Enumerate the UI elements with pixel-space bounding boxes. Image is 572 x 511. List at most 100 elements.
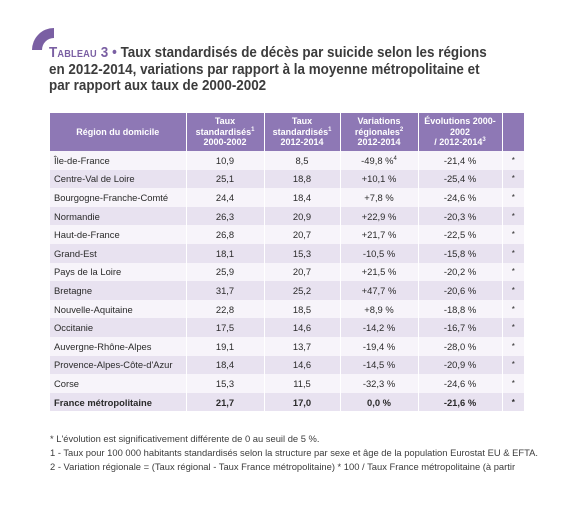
taux-2012-cell: 20,9	[264, 206, 341, 226]
taux-2000-cell: 19,1	[186, 336, 265, 356]
data-table: Région du domicile Taux standardisés1 20…	[50, 113, 524, 412]
significance-mark: *	[502, 281, 524, 300]
table-total-row: France métropolitaine 21,7 17,0 0,0 % -21,6 …	[50, 392, 524, 412]
taux-2012-cell: 20,7	[264, 262, 341, 282]
taux-2000-cell: 15,3	[186, 374, 265, 393]
significance-mark: *	[502, 355, 524, 375]
significance-mark: *	[502, 169, 524, 189]
evolution-cell: -15,8 %	[418, 243, 503, 263]
taux-2012-cell: 18,8	[264, 169, 341, 189]
header-region: Région du domicile	[50, 113, 187, 151]
region-cell: Bourgogne-Franche-Comté	[50, 188, 187, 207]
total-evolution-cell: -21,6 %	[418, 392, 503, 412]
evolution-cell: -20,2 %	[418, 262, 503, 282]
significance-mark: *	[502, 262, 524, 282]
evolution-cell: -25,4 %	[418, 169, 503, 189]
table-title: Tableau 3 • Taux standardisés de décès p…	[49, 45, 491, 95]
table-row: Auvergne-Rhône-Alpes 19,1 13,7 -19,4 % -28,0…	[50, 336, 524, 356]
header-variation: Variations régionales2 2012-2014	[340, 113, 419, 151]
significance-mark: *	[502, 225, 524, 244]
region-cell: Pays de la Loire	[50, 262, 187, 282]
taux-2012-cell: 14,6	[264, 355, 341, 375]
evolution-cell: -18,8 %	[418, 299, 503, 319]
title-bullet: •	[112, 45, 117, 61]
table-row: Bourgogne-Franche-Comté 24,4 18,4 +7,8 % -24…	[50, 188, 524, 207]
significance-mark: *	[502, 243, 524, 263]
region-cell: Normandie	[50, 206, 187, 226]
header-significance	[502, 113, 524, 151]
variation-cell: +7,8 %	[340, 188, 419, 207]
taux-2000-cell: 25,1	[186, 169, 265, 189]
variation-cell: +47,7 %	[340, 281, 419, 300]
significance-mark: *	[502, 336, 524, 356]
variation-cell: +21,5 %	[340, 262, 419, 282]
taux-2000-cell: 18,1	[186, 243, 265, 263]
variation-cell: -19,4 %	[340, 336, 419, 356]
table-row: Corse 15,3 11,5 -32,3 % -24,6 % *	[50, 374, 524, 393]
taux-2000-cell: 24,4	[186, 188, 265, 207]
evolution-cell: -20,9 %	[418, 355, 503, 375]
taux-2012-cell: 14,6	[264, 318, 341, 337]
evolution-cell: -20,6 %	[418, 281, 503, 300]
table-row: Centre-Val de Loire 25,1 18,8 +10,1 % -25,4 …	[50, 169, 524, 189]
region-cell: Île-de-France	[50, 151, 187, 170]
header-evolution: Évolutions 2000-2002 / 2012-20143	[418, 113, 503, 151]
variation-cell: -10,5 %	[340, 243, 419, 263]
table-row: Grand-Est 18,1 15,3 -10,5 % -15,8 % *	[50, 243, 524, 263]
variation-cell: -49,8 %4	[340, 151, 419, 170]
taux-2012-cell: 20,7	[264, 225, 341, 244]
table-row: Pays de la Loire 25,9 20,7 +21,5 % -20,2 % *	[50, 262, 524, 282]
table-row: Provence-Alpes-Côte-d'Azur 18,4 14,6 -14,5 …	[50, 355, 524, 375]
region-cell: Nouvelle-Aquitaine	[50, 299, 187, 319]
table-row: Occitanie 17,5 14,6 -14,2 % -16,7 % *	[50, 318, 524, 337]
taux-2000-cell: 18,4	[186, 355, 265, 375]
table-row: Nouvelle-Aquitaine 22,8 18,5 +8,9 % -18,8 % *	[50, 299, 524, 319]
header-taux-2000: Taux standardisés1 2000-2002	[186, 113, 265, 151]
table-header-row: Région du domicile Taux standardisés1 20…	[50, 113, 524, 151]
taux-2000-cell: 25,9	[186, 262, 265, 282]
total-taux-2012-cell: 17,0	[264, 392, 341, 412]
variation-cell: +21,7 %	[340, 225, 419, 244]
variation-cell: -32,3 %	[340, 374, 419, 393]
variation-cell: +22,9 %	[340, 206, 419, 226]
taux-2000-cell: 26,3	[186, 206, 265, 226]
footnote-2: 2 - Variation régionale = (Taux régional…	[50, 461, 516, 472]
evolution-cell: -24,6 %	[418, 188, 503, 207]
taux-2012-cell: 11,5	[264, 374, 341, 393]
significance-mark: *	[502, 206, 524, 226]
total-significance-mark: *	[502, 392, 524, 412]
region-cell: Auvergne-Rhône-Alpes	[50, 336, 187, 356]
taux-2012-cell: 25,2	[264, 281, 341, 300]
title-line-1: Tableau 3 • Taux standardisés de décès p…	[49, 45, 491, 62]
title-line-3: par rapport aux taux de 2000-2002	[49, 78, 267, 94]
significance-mark: *	[502, 318, 524, 337]
table-row: Bretagne 31,7 25,2 +47,7 % -20,6 % *	[50, 281, 524, 300]
evolution-cell: -22,5 %	[418, 225, 503, 244]
evolution-cell: -16,7 %	[418, 318, 503, 337]
variation-cell: +10,1 %	[340, 169, 419, 189]
significance-mark: *	[502, 151, 524, 170]
evolution-cell: -21,4 %	[418, 151, 503, 170]
taux-2000-cell: 22,8	[186, 299, 265, 319]
taux-2012-cell: 8,5	[264, 151, 341, 170]
region-cell: Provence-Alpes-Côte-d'Azur	[50, 355, 187, 375]
total-region-cell: France métropolitaine	[50, 392, 187, 412]
region-cell: Haut-de-France	[50, 225, 187, 244]
total-taux-2000-cell: 21,7	[186, 392, 265, 412]
variation-cell: -14,2 %	[340, 318, 419, 337]
taux-2012-cell: 15,3	[264, 243, 341, 263]
evolution-cell: -20,3 %	[418, 206, 503, 226]
region-cell: Bretagne	[50, 281, 187, 300]
significance-mark: *	[502, 299, 524, 319]
taux-2012-cell: 13,7	[264, 336, 341, 356]
significance-mark: *	[502, 374, 524, 393]
region-cell: Centre-Val de Loire	[50, 169, 187, 189]
title-line-2: en 2012-2014, variations par rapport à l…	[49, 61, 480, 78]
taux-2000-cell: 26,8	[186, 225, 265, 244]
title-corner-mark	[32, 28, 54, 50]
title-label: Tableau 3	[49, 45, 109, 61]
footnotes: * L'évolution est significativement diff…	[50, 432, 550, 474]
variation-cell: +8,9 %	[340, 299, 419, 319]
region-cell: Corse	[50, 374, 187, 393]
variation-cell: -14,5 %	[340, 355, 419, 375]
